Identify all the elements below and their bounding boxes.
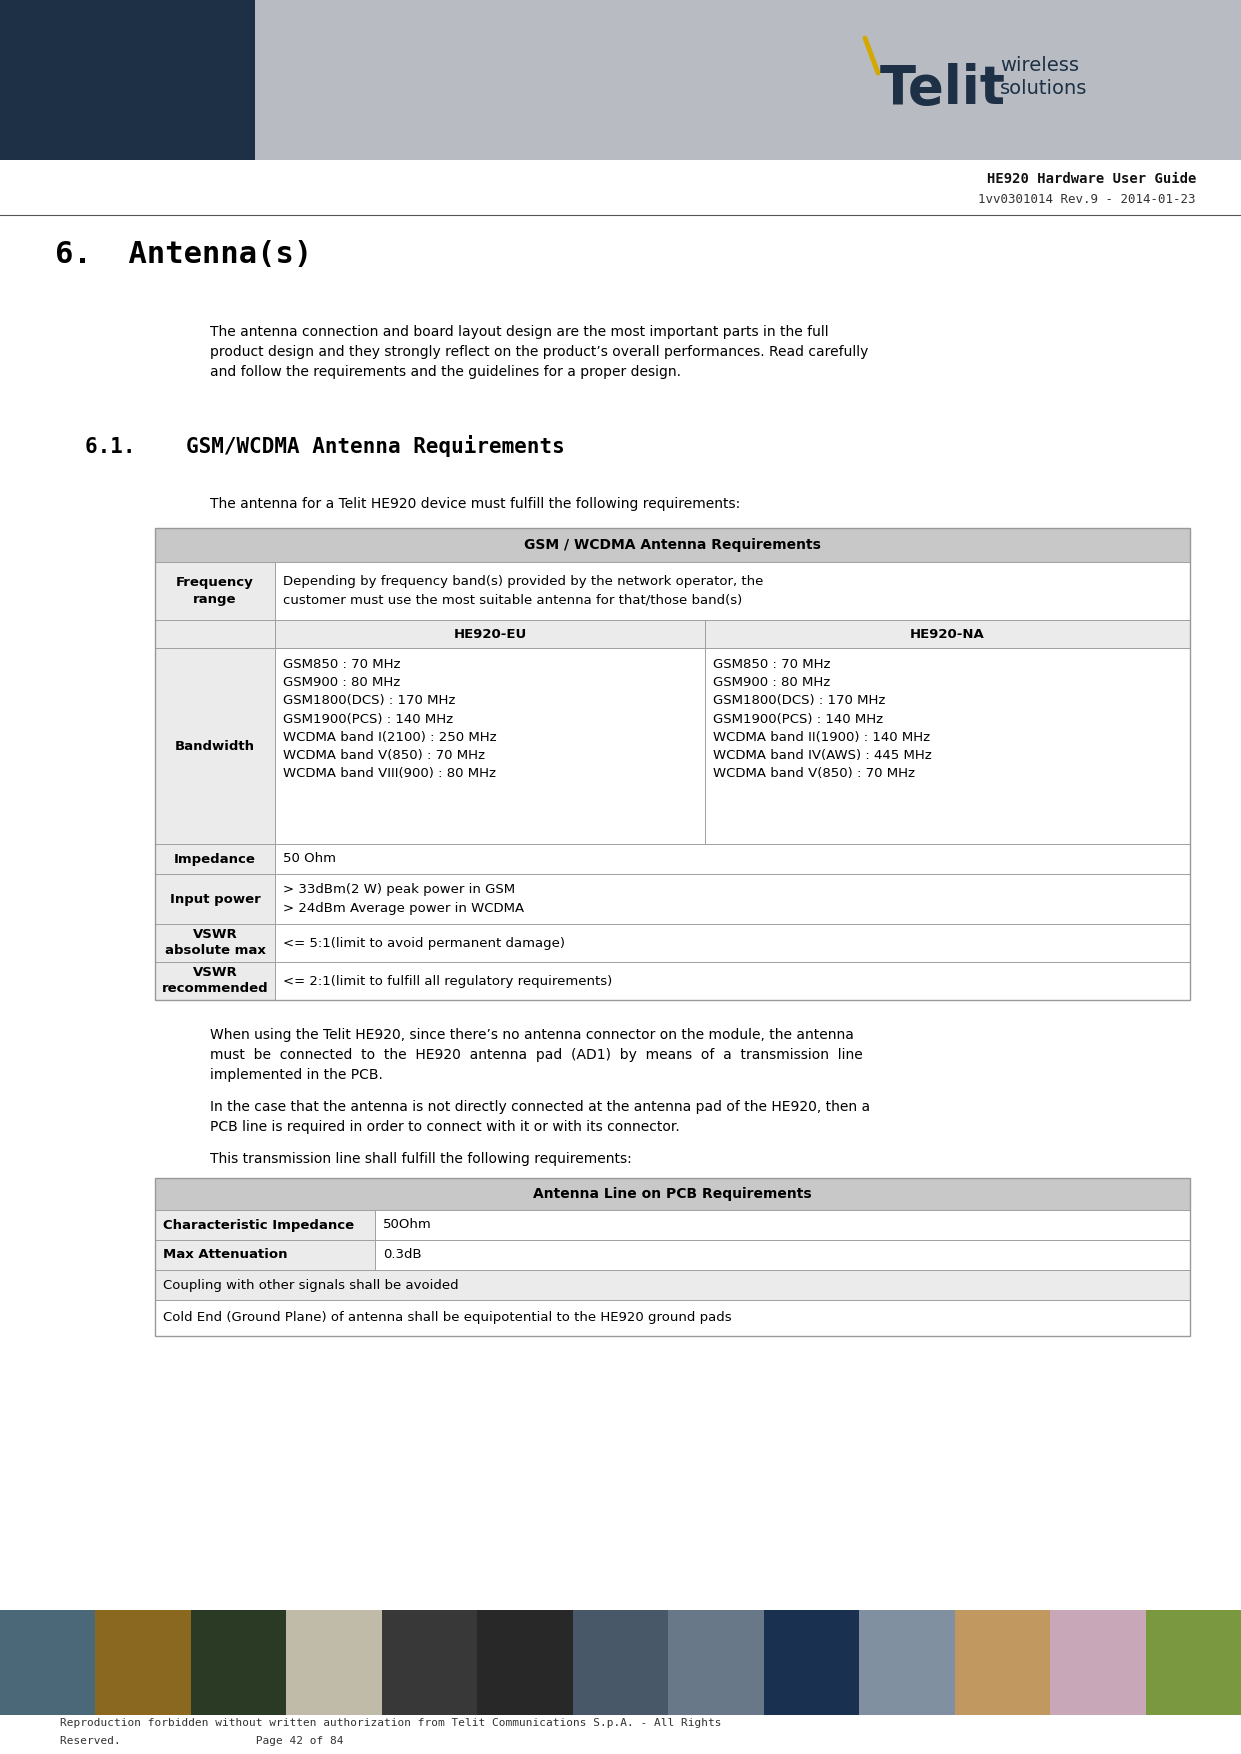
Text: Characteristic Impedance: Characteristic Impedance <box>163 1219 354 1231</box>
Text: 6.  Antenna(s): 6. Antenna(s) <box>55 240 313 268</box>
Text: The antenna connection and board layout design are the most important parts in t: The antenna connection and board layout … <box>210 324 869 379</box>
Bar <box>0 0 254 160</box>
Text: The antenna for a Telit HE920 device must fulfill the following requirements:: The antenna for a Telit HE920 device mus… <box>210 496 740 510</box>
Bar <box>276 961 1190 1000</box>
Bar <box>276 873 1190 924</box>
Bar <box>155 1179 1190 1337</box>
Bar <box>276 647 705 844</box>
Bar <box>155 1179 1190 1210</box>
Bar <box>1145 1610 1241 1715</box>
Bar <box>96 1610 191 1715</box>
Text: 1vv0301014 Rev.9 - 2014-01-23: 1vv0301014 Rev.9 - 2014-01-23 <box>978 193 1196 205</box>
Bar <box>155 619 276 647</box>
Text: Reproduction forbidden without written authorization from Telit Communications S: Reproduction forbidden without written a… <box>60 1717 721 1728</box>
Text: 50 Ohm: 50 Ohm <box>283 852 336 865</box>
Bar <box>954 1610 1050 1715</box>
Bar <box>155 528 1190 1000</box>
Bar <box>155 1240 375 1270</box>
Text: Cold End (Ground Plane) of antenna shall be equipotential to the HE920 ground pa: Cold End (Ground Plane) of antenna shall… <box>163 1312 732 1324</box>
Text: Max Attenuation: Max Attenuation <box>163 1249 288 1261</box>
Bar <box>478 1610 573 1715</box>
Bar <box>155 961 276 1000</box>
Text: Frequency
range: Frequency range <box>176 575 254 605</box>
Text: GSM850 : 70 MHz
GSM900 : 80 MHz
GSM1800(DCS) : 170 MHz
GSM1900(PCS) : 140 MHz
WC: GSM850 : 70 MHz GSM900 : 80 MHz GSM1800(… <box>283 658 496 781</box>
Text: Reserved.                    Page 42 of 84: Reserved. Page 42 of 84 <box>60 1736 344 1745</box>
Bar <box>287 1610 382 1715</box>
Text: In the case that the antenna is not directly connected at the antenna pad of the: In the case that the antenna is not dire… <box>210 1100 870 1135</box>
Text: Antenna Line on PCB Requirements: Antenna Line on PCB Requirements <box>534 1187 812 1201</box>
Bar <box>375 1240 1190 1270</box>
Text: <= 5:1(limit to avoid permanent damage): <= 5:1(limit to avoid permanent damage) <box>283 937 565 949</box>
Text: Coupling with other signals shall be avoided: Coupling with other signals shall be avo… <box>163 1279 459 1291</box>
Bar <box>573 1610 668 1715</box>
Text: GSM850 : 70 MHz
GSM900 : 80 MHz
GSM1800(DCS) : 170 MHz
GSM1900(PCS) : 140 MHz
WC: GSM850 : 70 MHz GSM900 : 80 MHz GSM1800(… <box>714 658 932 781</box>
Bar <box>155 1270 1190 1300</box>
Text: Telit: Telit <box>880 63 1006 116</box>
Bar <box>763 1610 859 1715</box>
Bar <box>155 873 276 924</box>
Text: 50Ohm: 50Ohm <box>383 1219 432 1231</box>
Bar <box>859 1610 954 1715</box>
Text: 0.3dB: 0.3dB <box>383 1249 422 1261</box>
Text: VSWR
recommended: VSWR recommended <box>161 966 268 996</box>
Bar <box>276 619 705 647</box>
Text: HE920 Hardware User Guide: HE920 Hardware User Guide <box>987 172 1196 186</box>
Text: wireless
solutions: wireless solutions <box>1000 56 1087 98</box>
Text: Impedance: Impedance <box>174 852 256 865</box>
Text: This transmission line shall fulfill the following requirements:: This transmission line shall fulfill the… <box>210 1152 632 1166</box>
Bar <box>155 844 276 873</box>
Bar <box>155 647 276 844</box>
Bar <box>254 0 1241 160</box>
Bar <box>155 1210 375 1240</box>
Bar <box>155 924 276 961</box>
Text: GSM / WCDMA Antenna Requirements: GSM / WCDMA Antenna Requirements <box>524 538 822 553</box>
Bar <box>155 561 276 619</box>
Text: VSWR
absolute max: VSWR absolute max <box>165 928 266 958</box>
Bar <box>191 1610 287 1715</box>
Text: HE920-NA: HE920-NA <box>910 628 985 640</box>
Text: 6.1.    GSM/WCDMA Antenna Requirements: 6.1. GSM/WCDMA Antenna Requirements <box>84 435 565 458</box>
Bar <box>276 844 1190 873</box>
Bar <box>1050 1610 1145 1715</box>
Bar <box>0 1610 96 1715</box>
Bar <box>668 1610 763 1715</box>
Bar <box>382 1610 478 1715</box>
Bar <box>375 1210 1190 1240</box>
Text: Input power: Input power <box>170 893 261 905</box>
Text: Bandwidth: Bandwidth <box>175 740 254 752</box>
Bar <box>705 619 1190 647</box>
Bar <box>276 561 1190 619</box>
Text: When using the Telit HE920, since there’s no antenna connector on the module, th: When using the Telit HE920, since there’… <box>210 1028 862 1082</box>
Text: <= 2:1(limit to fulfill all regulatory requirements): <= 2:1(limit to fulfill all regulatory r… <box>283 975 612 988</box>
Text: Depending by frequency band(s) provided by the network operator, the
customer mu: Depending by frequency band(s) provided … <box>283 575 763 607</box>
Text: HE920-EU: HE920-EU <box>453 628 526 640</box>
Bar <box>705 647 1190 844</box>
Bar <box>155 1300 1190 1337</box>
Text: > 33dBm(2 W) peak power in GSM
> 24dBm Average power in WCDMA: > 33dBm(2 W) peak power in GSM > 24dBm A… <box>283 884 524 916</box>
Bar <box>155 528 1190 561</box>
Bar <box>276 924 1190 961</box>
